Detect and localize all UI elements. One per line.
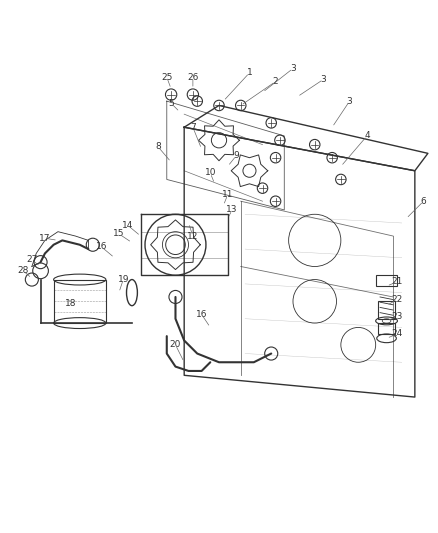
Text: 4: 4 (364, 132, 370, 140)
Bar (378, 301, 395, 319)
Text: 10: 10 (205, 168, 216, 177)
Text: 20: 20 (170, 341, 181, 349)
Text: 19: 19 (117, 275, 129, 284)
Text: 25: 25 (161, 72, 173, 82)
Text: 3: 3 (347, 96, 353, 106)
Text: 18: 18 (65, 299, 77, 308)
Bar (378, 323, 395, 334)
Text: 21: 21 (392, 277, 403, 286)
Text: 6: 6 (420, 197, 427, 206)
Text: 14: 14 (122, 221, 133, 230)
Text: 16: 16 (196, 310, 207, 319)
Text: 16: 16 (96, 243, 107, 252)
Text: 27: 27 (26, 255, 38, 264)
Text: 24: 24 (392, 329, 403, 338)
Text: 3: 3 (321, 75, 326, 84)
Text: 17: 17 (39, 233, 51, 243)
Bar (53, 279, 106, 323)
Text: 3: 3 (290, 64, 296, 73)
Text: 11: 11 (222, 190, 233, 199)
Text: 8: 8 (155, 142, 161, 151)
Text: 22: 22 (392, 295, 403, 304)
Text: 28: 28 (18, 266, 29, 276)
Bar (376, 275, 397, 286)
Text: 9: 9 (233, 151, 239, 160)
Text: 26: 26 (187, 72, 198, 82)
Text: 15: 15 (113, 229, 125, 238)
Text: 1: 1 (247, 68, 252, 77)
Text: 12: 12 (187, 231, 198, 240)
Text: 2: 2 (273, 77, 279, 86)
Text: 5: 5 (168, 99, 174, 108)
Text: 23: 23 (392, 312, 403, 321)
Text: 7: 7 (190, 123, 196, 132)
Text: 13: 13 (226, 205, 238, 214)
